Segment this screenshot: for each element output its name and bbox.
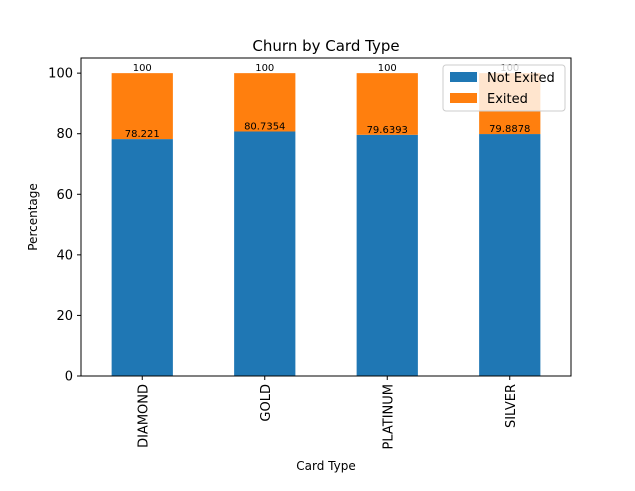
y-axis: 0 20 40 60 80 100 <box>48 67 81 385</box>
legend: Not Exited Exited <box>442 64 566 112</box>
bar-not-exited-silver <box>479 134 541 376</box>
data-label-total-platinum: 100 <box>378 63 397 74</box>
bar-not-exited-diamond <box>111 139 173 376</box>
data-label-not-exited-gold: 80.7354 <box>244 121 285 132</box>
y-tick-label-40: 40 <box>56 248 73 263</box>
plot-area-frame <box>80 57 572 377</box>
chart-title: Churn by Card Type <box>252 37 399 55</box>
legend-label-exited: Exited <box>487 92 528 107</box>
legend-label-not-exited: Not Exited <box>487 71 555 86</box>
data-label-not-exited-platinum: 79.6393 <box>367 125 408 136</box>
legend-swatch-not-exited <box>450 72 477 82</box>
x-axis-label: Card Type <box>296 459 355 473</box>
data-label-total-gold: 100 <box>255 63 274 74</box>
x-tick-label-platinum: PLATINUM <box>381 384 396 450</box>
bar-exited-diamond <box>111 73 173 140</box>
bar-not-exited-platinum <box>356 134 418 376</box>
y-tick-label-20: 20 <box>56 309 73 324</box>
bars-layer <box>111 73 541 376</box>
x-axis: DIAMOND GOLD PLATINUM SILVER <box>136 376 519 450</box>
y-tick-label-80: 80 <box>56 127 73 142</box>
legend-swatch-exited <box>450 93 477 103</box>
y-tick-label-60: 60 <box>56 188 73 203</box>
bar-exited-gold <box>234 73 296 132</box>
x-tick-label-silver: SILVER <box>504 384 519 428</box>
data-label-total-diamond: 100 <box>133 63 152 74</box>
bar-not-exited-gold <box>234 131 296 376</box>
x-tick-label-diamond: DIAMOND <box>136 384 151 448</box>
bar-exited-platinum <box>356 73 418 135</box>
data-label-not-exited-silver: 79.8878 <box>489 124 530 135</box>
x-tick-label-gold: GOLD <box>259 384 274 422</box>
y-axis-label: Percentage <box>26 183 40 251</box>
y-tick-label-0: 0 <box>65 370 73 385</box>
data-label-not-exited-diamond: 78.221 <box>125 129 160 140</box>
y-tick-label-100: 100 <box>48 67 73 82</box>
